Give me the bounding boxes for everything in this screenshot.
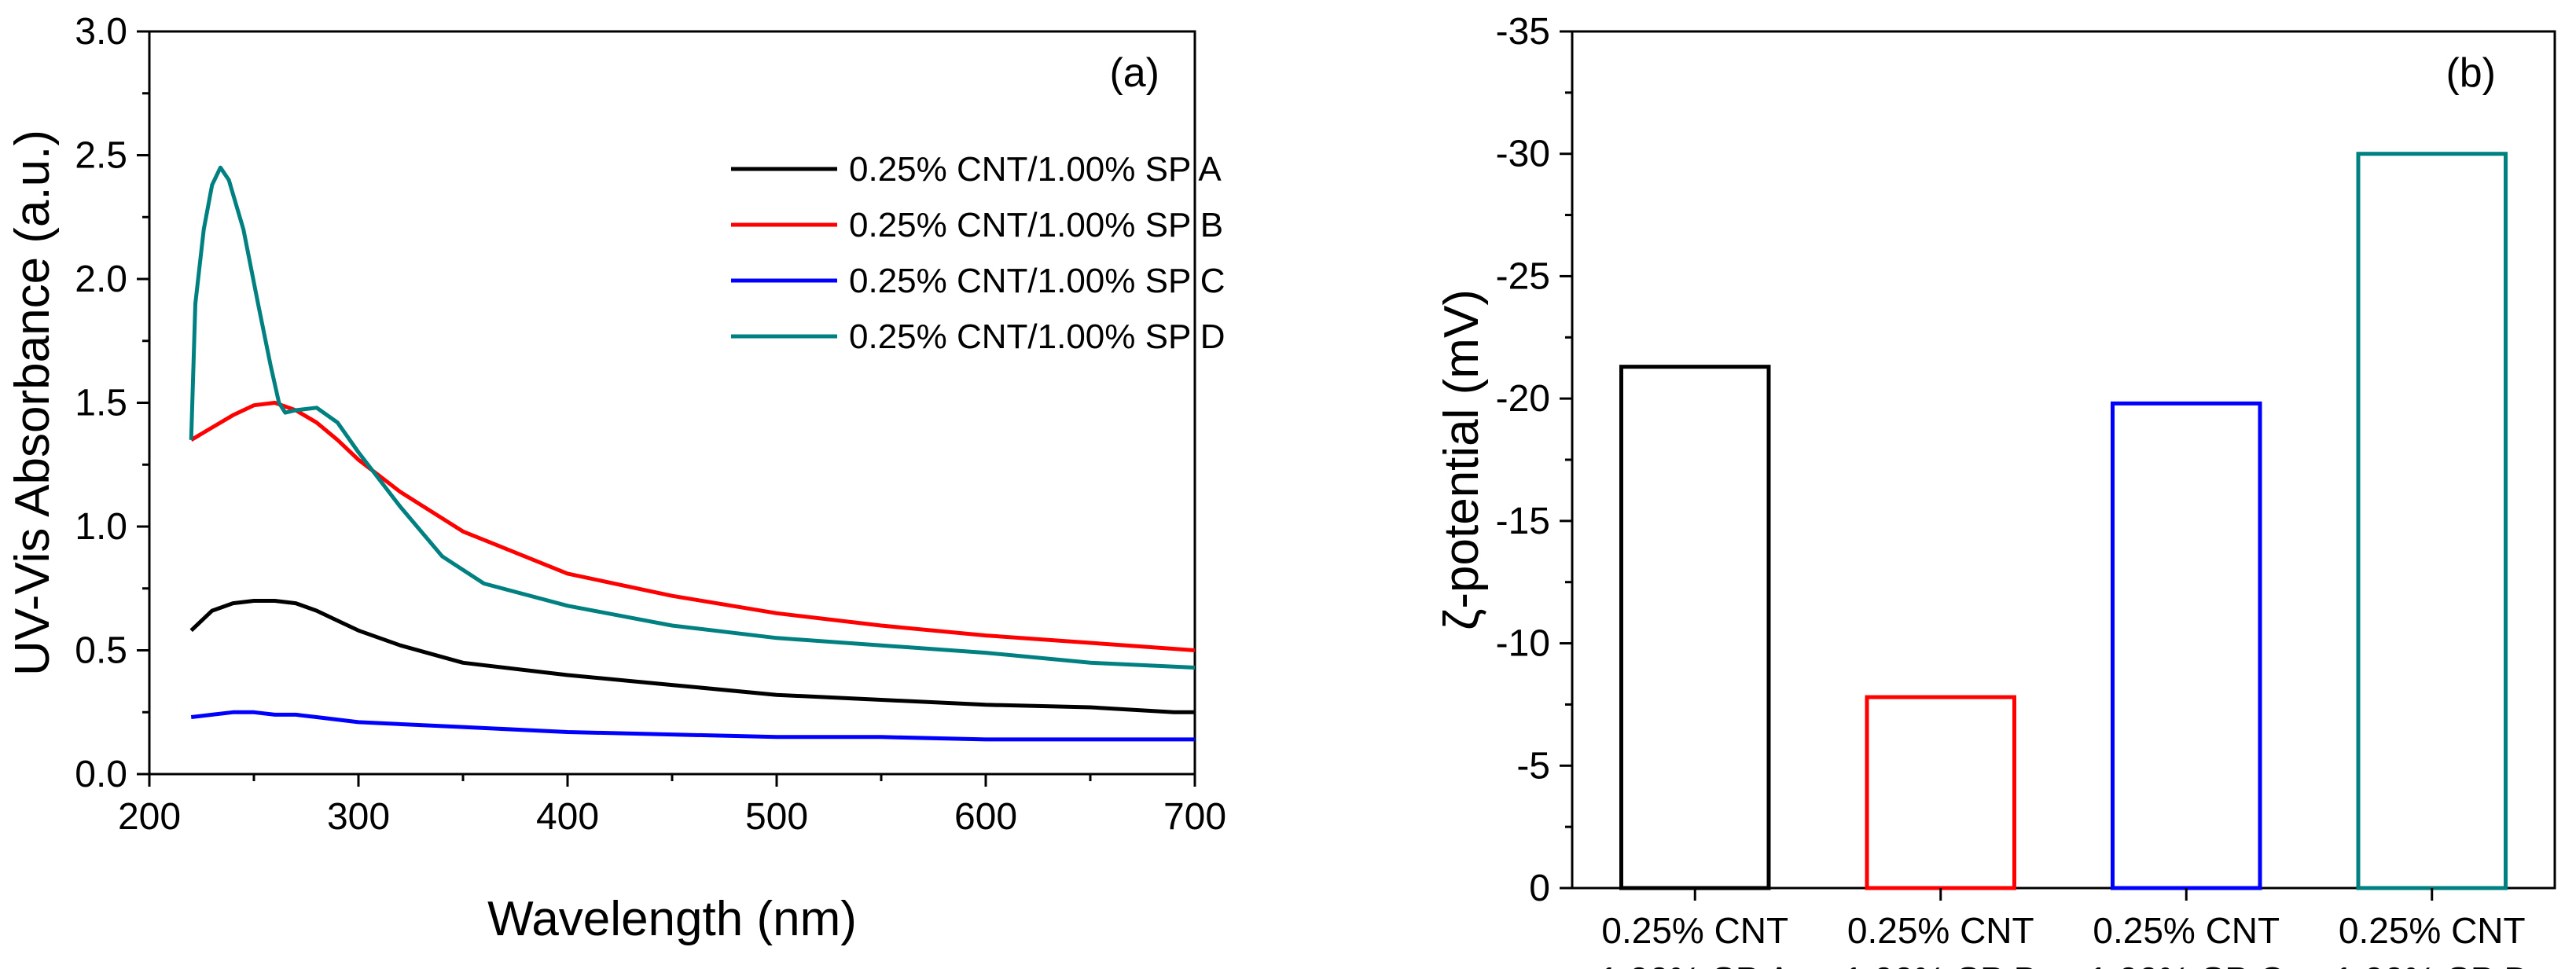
x-tick-label-a: 500	[745, 796, 808, 838]
category-label-line1: 0.25% CNT	[1601, 910, 1788, 951]
category-label-line1: 0.25% CNT	[2093, 910, 2280, 951]
y-tick-label-a: 0.5	[75, 630, 127, 672]
x-axis-title-a: Wavelength (nm)	[487, 892, 857, 946]
y-axis-title-b: ζ-potential (mV)	[1435, 289, 1489, 630]
legend-label-1: 0.25% CNT/1.00% SP A	[849, 150, 1222, 189]
chart-b: 0 -5 -10 -15 -20 -25 -30 -35 ζ-potential (mV) (b)…	[1435, 11, 2556, 969]
y-axis-title-a: UV-Vis Absorbance (a.u.)	[6, 130, 60, 676]
y-tick-label-a: 2.0	[75, 259, 127, 300]
x-tick-label-a: 600	[954, 796, 1017, 838]
category-label-line2: 1.00% SP D	[2334, 960, 2530, 969]
legend-label-3: 0.25% CNT/1.00% SP C	[849, 262, 1226, 300]
x-tick-label-a: 400	[536, 796, 599, 838]
series-line-2	[189, 401, 1196, 652]
y-tick-label-b: -5	[1516, 745, 1550, 787]
y-tick-label-b: 0	[1529, 868, 1550, 909]
y-tick-label-b: -20	[1496, 378, 1550, 420]
y-tick-label-a: 0.0	[75, 754, 127, 795]
x-tick-label-a: 300	[327, 796, 390, 838]
bar-2	[1865, 695, 2016, 890]
y-tick-label-b: -15	[1496, 501, 1550, 542]
legend-label-2: 0.25% CNT/1.00% SP B	[849, 206, 1223, 244]
y-tick-label-a: 3.0	[75, 11, 127, 53]
panel-label-a: (a)	[1109, 50, 1159, 96]
x-tick-label-a: 200	[118, 796, 181, 838]
legend-label-4: 0.25% CNT/1.00% SP D	[849, 317, 1226, 356]
y-tick-label-a: 2.5	[75, 135, 127, 177]
series-line-4	[189, 165, 1196, 670]
category-label-line1: 0.25% CNT	[1847, 910, 2034, 951]
chart-a: 200 300 400 500 600 700 0.0 0.5 1.0 1.5 2.0 2.5 3.0 W…	[6, 11, 1226, 946]
y-tick-label-b: -10	[1496, 623, 1550, 665]
bar-3	[2111, 401, 2262, 890]
y-tick-label-b: -25	[1496, 255, 1550, 297]
plot-frame-a	[148, 30, 1196, 776]
plot-frame-b	[1571, 30, 2556, 890]
x-tick-label-a: 700	[1163, 796, 1226, 838]
bar-4	[2356, 152, 2508, 890]
panel-label-b: (b)	[2446, 50, 2496, 96]
y-tick-label-b: -30	[1496, 134, 1550, 175]
series-line-1	[189, 599, 1195, 714]
series-line-3	[190, 710, 1195, 742]
y-tick-label-b: -35	[1496, 11, 1550, 53]
category-label-line2: 1.00% SP C	[2088, 960, 2284, 969]
y-tick-label-a: 1.0	[75, 506, 127, 548]
y-tick-label-a: 1.5	[75, 383, 127, 424]
bar-1	[1619, 365, 1771, 890]
category-label-line1: 0.25% CNT	[2339, 910, 2526, 951]
category-label-line2: 1.00% SP A	[1599, 960, 1791, 969]
category-label-line2: 1.00% SP B	[1843, 960, 2038, 969]
